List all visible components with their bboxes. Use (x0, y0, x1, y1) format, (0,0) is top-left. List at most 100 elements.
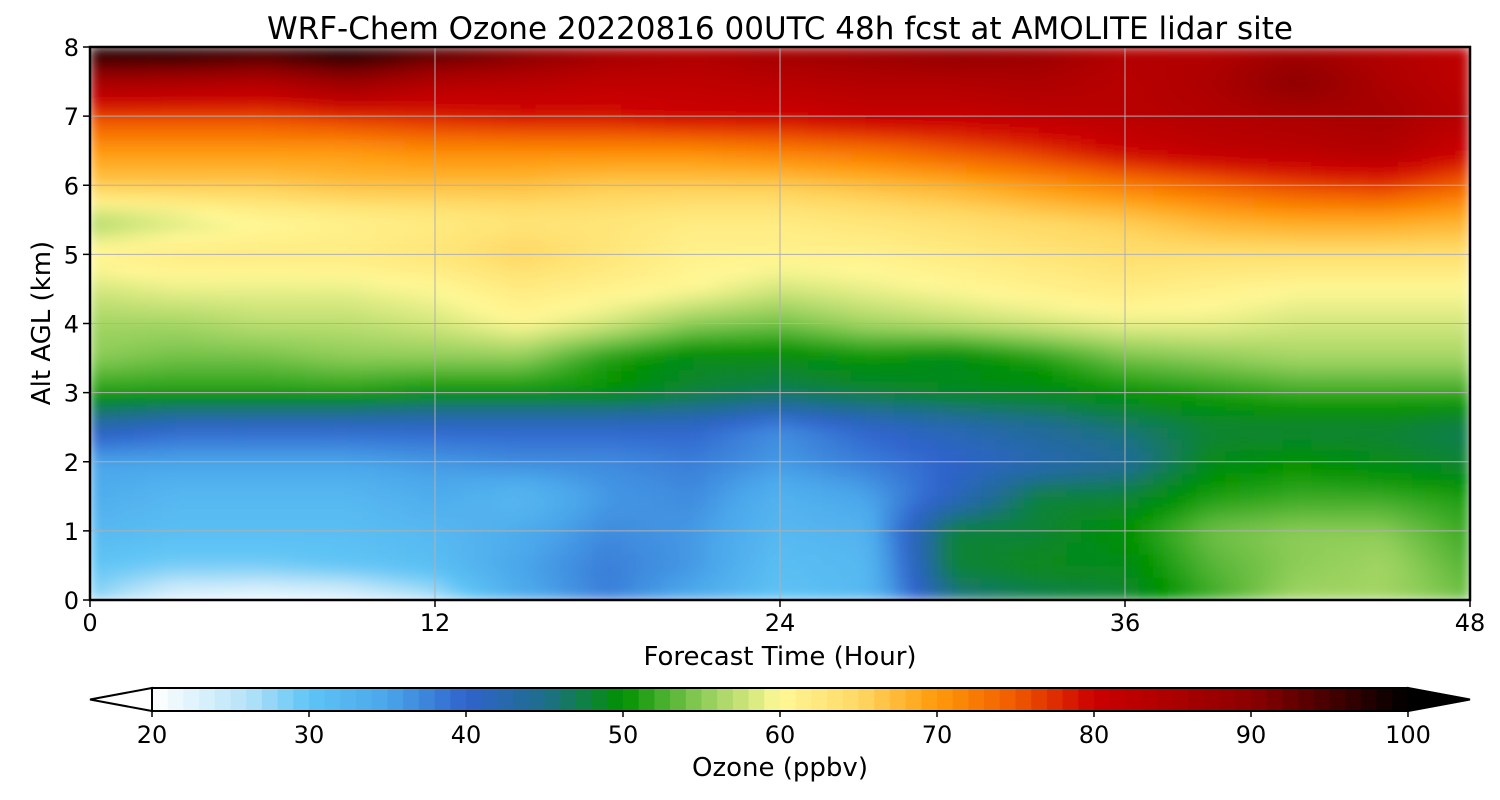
heat-cell (607, 277, 623, 290)
heat-cell (204, 357, 220, 370)
heat-cell (981, 162, 997, 175)
heat-cell (736, 392, 752, 405)
heat-cell (1168, 530, 1184, 543)
heat-cell (1124, 519, 1140, 532)
heat-cell (751, 334, 767, 347)
heat-cell (909, 369, 925, 382)
heat-cell (147, 277, 163, 290)
heat-cell (607, 162, 623, 175)
heat-cell (1383, 242, 1399, 255)
heat-cell (1268, 404, 1284, 417)
heat-cell (1398, 288, 1414, 301)
heat-cell (521, 127, 537, 140)
heat-cell (679, 300, 695, 313)
heat-cell (535, 473, 551, 486)
heat-cell (319, 357, 335, 370)
heat-cell (1009, 542, 1025, 555)
heat-cell (909, 265, 925, 278)
heat-cell (664, 346, 680, 359)
heat-cell (966, 461, 982, 474)
heat-cell (406, 346, 422, 359)
heat-cell (147, 116, 163, 129)
heat-cell (1081, 127, 1097, 140)
heat-cell (1009, 162, 1025, 175)
heat-cell (1254, 139, 1270, 152)
heat-cell (549, 69, 565, 82)
heat-cell (765, 81, 781, 94)
heat-cell (952, 519, 968, 532)
heat-cell (276, 427, 292, 440)
heat-cell (1297, 208, 1313, 221)
heat-cell (808, 346, 824, 359)
heat-cell (708, 127, 724, 140)
heat-cell (348, 196, 364, 209)
heat-cell (1081, 565, 1097, 578)
heat-cell (650, 507, 666, 520)
heat-cell (607, 300, 623, 313)
heat-cell (593, 369, 609, 382)
heat-cell (751, 231, 767, 244)
colorbar-segment (1094, 688, 1110, 711)
heat-cell (621, 242, 637, 255)
heat-cell (1441, 162, 1457, 175)
heat-cell (521, 116, 537, 129)
heat-cell (133, 507, 149, 520)
heat-cell (578, 58, 594, 71)
heat-cell (506, 196, 522, 209)
heat-cell (248, 484, 264, 497)
heat-cell (650, 415, 666, 428)
heat-cell (535, 150, 551, 163)
heat-cell (506, 369, 522, 382)
heat-cell (319, 150, 335, 163)
heat-cell (521, 404, 537, 417)
heat-cell (1196, 553, 1212, 566)
heat-cell (305, 381, 321, 394)
heat-cell (679, 254, 695, 267)
heat-cell (262, 127, 278, 140)
heat-cell (291, 311, 307, 324)
heat-cell (248, 162, 264, 175)
heat-cell (89, 288, 105, 301)
heat-cell (463, 58, 479, 71)
heat-cell (276, 381, 292, 394)
heat-cell (449, 265, 465, 278)
heat-cell (765, 231, 781, 244)
heat-cell (463, 92, 479, 105)
heat-cell (420, 519, 436, 532)
heat-cell (621, 427, 637, 440)
heat-cell (894, 334, 910, 347)
heat-cell (636, 254, 652, 267)
heat-cell (621, 357, 637, 370)
heat-cell (894, 254, 910, 267)
heat-cell (1067, 46, 1083, 59)
heat-cell (851, 311, 867, 324)
heat-cell (176, 565, 192, 578)
heat-cell (866, 438, 882, 451)
heat-cell (636, 242, 652, 255)
heat-cell (506, 81, 522, 94)
heat-cell (449, 576, 465, 589)
heat-cell (391, 92, 407, 105)
heat-cell (1139, 58, 1155, 71)
heat-cell (938, 277, 954, 290)
heat-cell (1340, 542, 1356, 555)
heat-cell (664, 334, 680, 347)
heat-cell (779, 450, 795, 463)
heat-cell (693, 576, 709, 589)
heat-cell (779, 219, 795, 232)
heat-cell (1441, 288, 1457, 301)
heat-cell (894, 346, 910, 359)
heat-cell (1311, 553, 1327, 566)
heat-cell (1311, 357, 1327, 370)
heat-cell (837, 150, 853, 163)
heat-cell (938, 46, 954, 59)
heat-cell (1139, 185, 1155, 198)
heat-cell (133, 162, 149, 175)
heat-cell (348, 46, 364, 59)
heat-cell (1196, 427, 1212, 440)
heat-cell (578, 92, 594, 105)
heat-cell (1038, 530, 1054, 543)
heat-cell (1225, 588, 1241, 601)
heat-cell (1168, 185, 1184, 198)
